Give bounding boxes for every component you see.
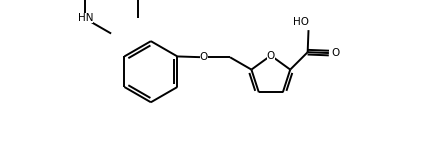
Text: O: O: [267, 50, 275, 60]
Text: HN: HN: [78, 13, 93, 23]
Text: O: O: [332, 48, 340, 58]
Text: O: O: [200, 52, 208, 62]
Text: HO: HO: [293, 17, 309, 27]
